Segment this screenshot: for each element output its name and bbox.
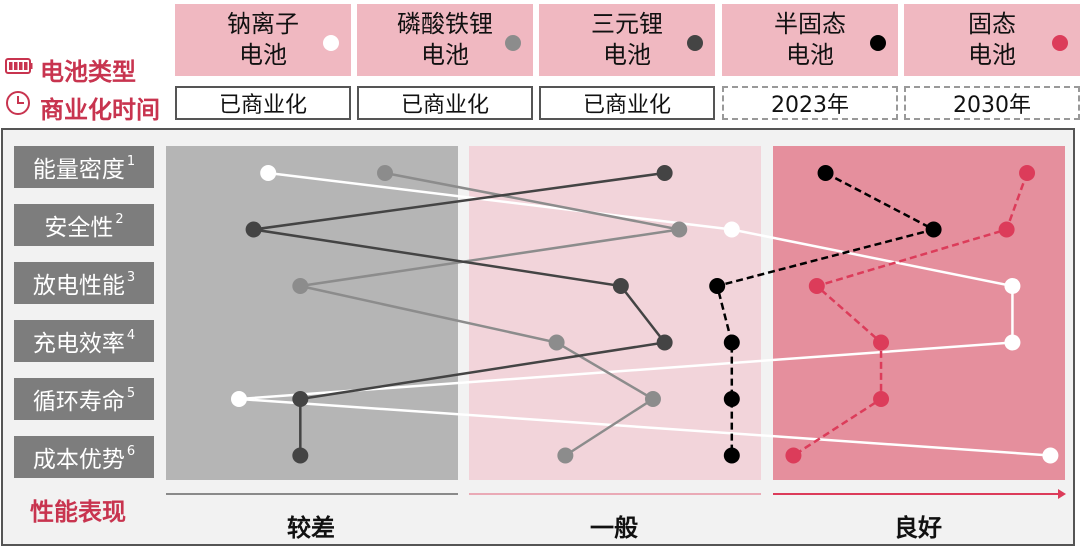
- series-marker-ternary-lithium: [687, 35, 703, 51]
- battery-type-label: 电池类型: [40, 58, 136, 86]
- level-average: 一般: [590, 514, 638, 542]
- metric-note: 6: [126, 443, 136, 459]
- series-point-4-2: [808, 278, 825, 294]
- type-line2: 电池: [786, 41, 834, 69]
- metric-label: 充电效率: [32, 331, 125, 357]
- series-marker-semi-solid: [870, 35, 886, 51]
- metric-label: 放电性能: [32, 273, 125, 299]
- type-line1: 半固态: [774, 10, 846, 38]
- metric-note: 3: [126, 269, 136, 285]
- type-line2: 电池: [239, 41, 287, 69]
- header-sodium-ion: 钠离子 电池: [175, 4, 351, 76]
- metric-cycle-life: 循环寿命 5: [14, 378, 154, 420]
- series-point-0-4: [231, 391, 247, 407]
- series-point-0-2: [1004, 278, 1021, 294]
- header-ternary-lithium: 三元锂 电池: [539, 4, 715, 76]
- metric-safety: 安全性 2: [14, 204, 154, 246]
- series-point-2-3: [656, 334, 673, 351]
- battery-icon: [5, 58, 33, 74]
- date-sodium-ion: 已商业化: [175, 86, 351, 120]
- series-marker-sodium-ion: [323, 35, 339, 51]
- series-line-2: [253, 171, 667, 456]
- header-lfp: 磷酸铁锂 电池: [357, 4, 533, 76]
- series-point-0-0: [260, 165, 277, 181]
- metric-cost: 成本优势 6: [14, 436, 154, 478]
- date-solid-state: 2030年: [904, 86, 1080, 120]
- series-point-4-1: [998, 221, 1015, 238]
- series-point-4-0: [1019, 165, 1036, 181]
- zone-poor: [166, 146, 458, 480]
- metric-note: 2: [115, 211, 124, 227]
- date-ternary-lithium: 已商业化: [539, 86, 715, 120]
- series-point-1-1: [671, 221, 688, 238]
- series-point-1-2: [292, 278, 309, 294]
- level-poor: 较差: [287, 514, 335, 542]
- series-point-2-0: [656, 165, 673, 181]
- date-lfp: 已商业化: [357, 86, 533, 120]
- series-line-4: [792, 172, 1029, 457]
- series-point-2-2: [612, 278, 629, 294]
- zone-good: [773, 146, 1065, 480]
- level-good: 良好: [894, 514, 942, 542]
- type-line1: 三元锂: [591, 10, 663, 38]
- series-point-0-1: [723, 221, 740, 238]
- axis-arrow-icon: [1058, 489, 1066, 499]
- type-line2: 电池: [968, 41, 1016, 69]
- series-point-1-5: [557, 447, 574, 464]
- series-point-3-4: [723, 391, 740, 407]
- series-line-3: [715, 171, 938, 456]
- series-point-4-3: [873, 334, 890, 351]
- series-point-1-3: [548, 334, 565, 351]
- metric-label: 安全性: [44, 215, 114, 241]
- series-point-2-4: [292, 391, 309, 407]
- series-point-0-3: [1004, 334, 1021, 351]
- metric-discharge: 放电性能 3: [14, 262, 154, 304]
- metric-label: 循环寿命: [32, 389, 125, 415]
- series-point-4-4: [873, 391, 890, 407]
- metric-label: 成本优势: [32, 447, 125, 473]
- type-line1: 磷酸铁锂: [397, 10, 493, 38]
- series-point-2-1: [245, 221, 262, 238]
- metric-note: 5: [126, 385, 136, 401]
- header-semi-solid: 半固态 电池: [722, 4, 898, 76]
- date-semi-solid: 2023年: [722, 86, 898, 120]
- series-line-0: [238, 171, 1051, 457]
- header-solid-state: 固态 电池: [904, 4, 1080, 76]
- metric-energy-density: 能量密度 1: [14, 146, 154, 188]
- series-point-3-3: [723, 334, 740, 351]
- type-line2: 电池: [421, 41, 469, 69]
- metric-note: 1: [126, 153, 136, 169]
- series-point-3-5: [723, 447, 740, 464]
- metric-note: 4: [126, 327, 136, 343]
- type-line1: 钠离子: [227, 10, 299, 38]
- series-line-1: [300, 171, 680, 457]
- series-point-4-5: [785, 447, 802, 464]
- metric-label: 能量密度: [32, 157, 125, 183]
- metric-charging: 充电效率 4: [14, 320, 154, 362]
- series-marker-lfp: [505, 35, 521, 51]
- series-point-3-1: [925, 221, 942, 238]
- series-point-2-5: [292, 447, 309, 464]
- type-line2: 电池: [603, 41, 651, 69]
- series-point-0-5: [1042, 447, 1059, 464]
- series-point-1-0: [377, 165, 393, 181]
- series-point-3-0: [817, 165, 834, 181]
- series-point-1-4: [644, 391, 661, 407]
- axis-title: 性能表现: [30, 498, 126, 526]
- type-line1: 固态: [968, 10, 1016, 38]
- series-marker-solid-state: [1052, 35, 1068, 51]
- series-point-3-2: [709, 278, 726, 294]
- clock-icon: [6, 91, 30, 115]
- commercialization-time-label: 商业化时间: [40, 96, 160, 124]
